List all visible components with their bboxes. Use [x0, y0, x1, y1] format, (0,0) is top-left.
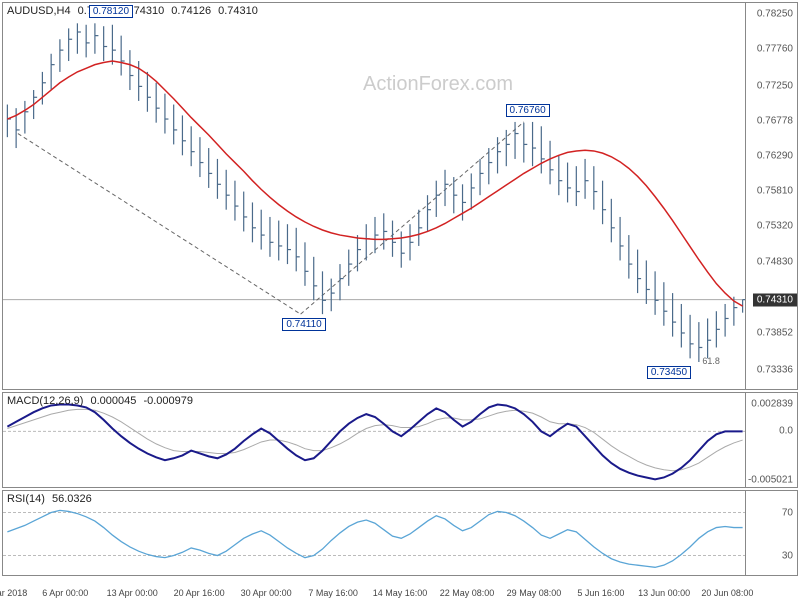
- forex-chart: AUDUSD,H4 0.74237 0.74310 0.74126 0.7431…: [0, 0, 800, 600]
- y-tick: 0.0: [779, 426, 793, 437]
- x-tick: 29 May 08:00: [507, 588, 562, 598]
- macd-y-axis: -0.005021 0.0 0.002839: [745, 393, 797, 487]
- x-tick: 13 Jun 00:00: [638, 588, 690, 598]
- ohlc-c: 0.74310: [218, 5, 258, 17]
- y-tick: 0.75320: [757, 221, 793, 232]
- rsi-y-axis: 30 70: [745, 491, 797, 575]
- rsi-header: RSI(14) 56.0326: [7, 493, 96, 505]
- x-tick: 20 Jun 08:00: [701, 588, 753, 598]
- macd-val-0: 0.000045: [90, 395, 136, 407]
- x-tick: 5 Jun 16:00: [577, 588, 624, 598]
- current-price-tag: 0.74310: [753, 293, 797, 306]
- x-tick: 7 May 16:00: [308, 588, 358, 598]
- macd-header: MACD(12,26,9) 0.000045 -0.000979: [7, 395, 197, 407]
- x-tick: 20 Apr 16:00: [174, 588, 225, 598]
- watermark: ActionForex.com: [363, 73, 513, 96]
- macd-val-1: -0.000979: [143, 395, 193, 407]
- symbol-label: AUDUSD,H4: [7, 5, 71, 17]
- price-annotation: 0.76760: [506, 104, 550, 117]
- x-tick: 30 Apr 00:00: [241, 588, 292, 598]
- macd-plot: [3, 393, 747, 489]
- rsi-panel[interactable]: RSI(14) 56.0326 30 70: [2, 490, 798, 576]
- x-tick: 29 Mar 2018: [0, 588, 27, 598]
- x-tick: 6 Apr 00:00: [42, 588, 88, 598]
- y-tick: 0.77760: [757, 44, 793, 55]
- y-tick: 0.73852: [757, 327, 793, 338]
- x-tick: 14 May 16:00: [373, 588, 428, 598]
- rsi-value: 56.0326: [52, 493, 92, 505]
- y-tick: 70: [782, 507, 793, 518]
- price-plot: [3, 3, 747, 391]
- chart-header: AUDUSD,H4 0.74237 0.74310 0.74126 0.7431…: [7, 5, 262, 17]
- ohlc-l: 0.74126: [171, 5, 211, 17]
- y-tick: 0.78250: [757, 8, 793, 19]
- price-panel[interactable]: AUDUSD,H4 0.74237 0.74310 0.74126 0.7431…: [2, 2, 798, 390]
- price-annotation: 0.74110: [282, 318, 325, 331]
- price-y-axis: 0.73336 0.73852 0.74310 0.74830 0.75320 0.758…: [745, 3, 797, 389]
- price-annotation: 0.73450: [647, 366, 691, 379]
- macd-title: MACD(12,26,9): [7, 395, 83, 407]
- x-tick: 13 Apr 00:00: [107, 588, 158, 598]
- rsi-title: RSI(14): [7, 493, 45, 505]
- rsi-plot: [3, 491, 747, 577]
- y-tick: 0.75810: [757, 185, 793, 196]
- y-tick: 30: [782, 550, 793, 561]
- y-tick: 0.73336: [757, 365, 793, 376]
- y-tick: 0.76778: [757, 115, 793, 126]
- y-tick: 0.74830: [757, 256, 793, 267]
- x-tick: 22 May 08:00: [440, 588, 495, 598]
- y-tick: 0.77250: [757, 81, 793, 92]
- time-x-axis: 29 Mar 2018 6 Apr 00:00 13 Apr 00:00 20 Apr…: [2, 578, 746, 600]
- macd-panel[interactable]: MACD(12,26,9) 0.000045 -0.000979 -0.0050…: [2, 392, 798, 488]
- y-tick: -0.005021: [748, 474, 793, 485]
- y-tick: 0.76290: [757, 151, 793, 162]
- y-tick: 0.002839: [751, 399, 793, 410]
- price-annotation: 0.78120: [89, 5, 133, 18]
- fib-label: 61.8: [702, 356, 720, 366]
